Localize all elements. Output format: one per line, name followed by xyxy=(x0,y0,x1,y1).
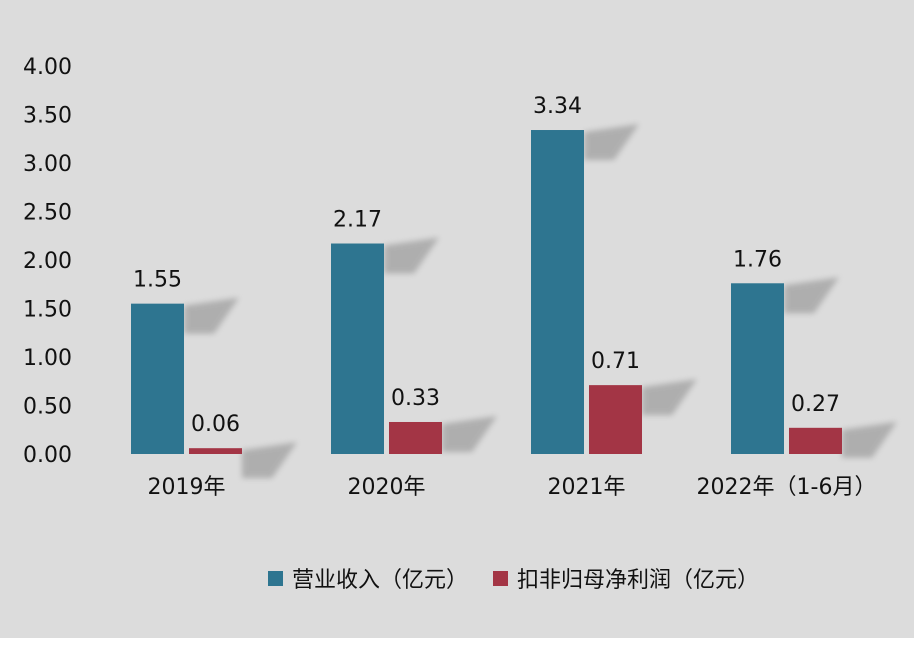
bar-shadow xyxy=(842,421,897,458)
legend-swatch xyxy=(493,571,508,586)
y-tick-label: 3.00 xyxy=(23,152,72,177)
legend-label: 扣非归母净利润（亿元） xyxy=(517,568,759,593)
legend-item-revenue[interactable]: 营业收入（亿元） xyxy=(268,568,468,593)
y-tick-label: 4.00 xyxy=(23,55,72,80)
x-category-label: 2021年 xyxy=(548,475,626,500)
legend-label: 营业收入（亿元） xyxy=(292,568,468,593)
y-tick-label: 1.50 xyxy=(23,298,72,323)
data-label: 0.06 xyxy=(191,412,240,437)
y-axis: 0.00 0.50 1.00 1.50 2.00 2.50 3.00 3.50 4.00 xyxy=(23,55,72,468)
bar-shadow xyxy=(184,297,239,334)
legend-swatch xyxy=(268,571,283,586)
legend-item-profit[interactable]: 扣非归母净利润（亿元） xyxy=(493,568,759,593)
y-tick-label: 3.50 xyxy=(23,104,72,129)
data-label: 1.76 xyxy=(733,247,782,272)
bar-shadows xyxy=(184,124,897,479)
data-label: 3.34 xyxy=(533,94,582,119)
y-tick-label: 1.00 xyxy=(23,346,72,371)
y-tick-label: 2.00 xyxy=(23,249,72,274)
revenue-bar xyxy=(331,243,384,454)
profit-bar xyxy=(789,427,842,454)
y-tick-label: 2.50 xyxy=(23,201,72,226)
bar-shadow xyxy=(784,277,839,314)
y-tick-label: 0.00 xyxy=(23,443,72,468)
data-labels: 1.55 2.17 3.34 1.76 0.06 0.33 0.71 0.27 xyxy=(133,94,840,437)
revenue-bar xyxy=(131,303,184,454)
x-category-label: 2022年（1-6月） xyxy=(697,475,877,500)
data-label: 0.33 xyxy=(391,386,440,411)
bar-shadow xyxy=(642,379,697,416)
data-label: 1.55 xyxy=(133,268,182,293)
x-category-label: 2020年 xyxy=(348,475,426,500)
bars xyxy=(131,130,842,454)
data-label: 0.27 xyxy=(791,392,840,417)
x-category-label: 2019年 xyxy=(148,475,226,500)
legend[interactable]: 营业收入（亿元） 扣非归母净利润（亿元） xyxy=(268,568,759,593)
y-tick-label: 0.50 xyxy=(23,395,72,420)
profit-bar xyxy=(389,421,442,454)
profit-bar xyxy=(189,448,242,454)
data-label: 2.17 xyxy=(333,208,382,233)
data-label: 0.71 xyxy=(591,349,640,374)
profit-bar xyxy=(589,385,642,454)
bar-shadow xyxy=(384,237,439,274)
bar-shadow xyxy=(242,442,297,479)
bar-shadow xyxy=(584,124,639,161)
bar-shadow xyxy=(442,415,497,452)
revenue-bar xyxy=(731,283,784,454)
revenue-bar xyxy=(531,130,584,454)
x-axis: 2019年 2020年 2021年 2022年（1-6月） xyxy=(148,475,877,500)
